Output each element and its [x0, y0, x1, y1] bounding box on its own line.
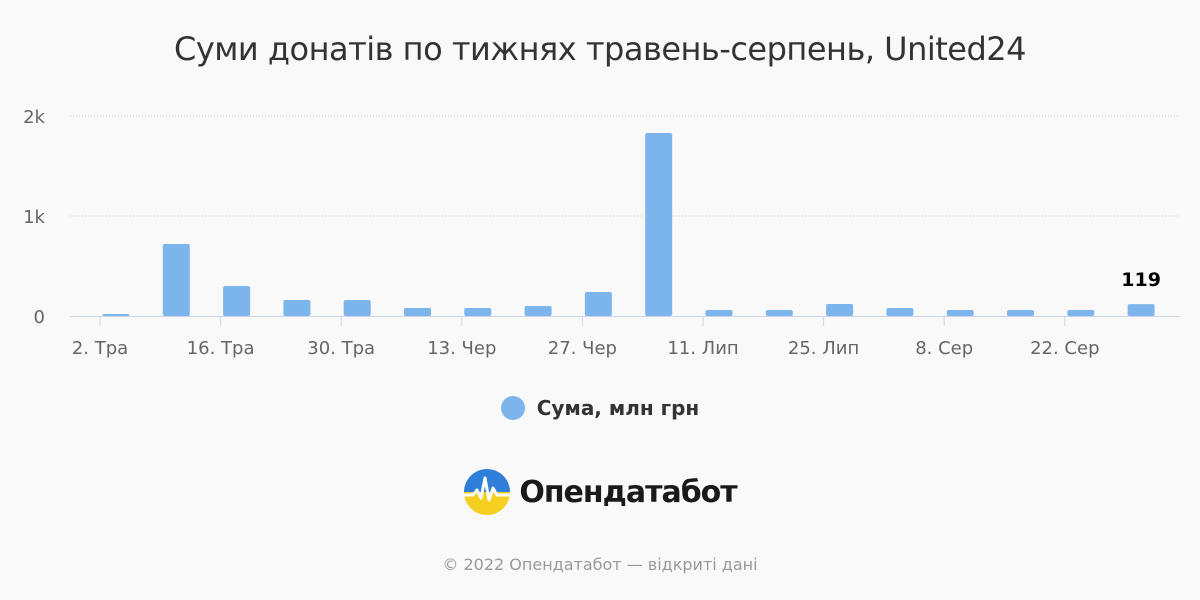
- x-tick-label: 27. Чер: [548, 338, 617, 359]
- bar[interactable]: [283, 300, 311, 316]
- x-axis: 2. Тра 16. Тра 30. Тра 13. Чер 27. Чер 11. Ли…: [70, 316, 1180, 359]
- chart-title: Суми донатів по тижнях травень-серпень, …: [173, 30, 1027, 68]
- x-tick-label: 11. Лип: [667, 338, 738, 359]
- logo-icon: [464, 469, 511, 515]
- grid-lines: [70, 115, 1180, 217]
- bar[interactable]: [223, 286, 251, 316]
- footer-copyright: © 2022 Опендатабот — відкриті дані: [442, 555, 758, 574]
- bar[interactable]: [946, 310, 974, 316]
- x-tick-label: 30. Тра: [307, 338, 375, 359]
- bar[interactable]: [826, 304, 854, 316]
- bar[interactable]: [1067, 310, 1095, 316]
- bar[interactable]: [584, 292, 612, 316]
- x-tick-label: 2. Тра: [72, 338, 128, 359]
- x-tick-label: 13. Чер: [427, 338, 496, 359]
- data-labels: 119: [1121, 269, 1161, 291]
- bars: [102, 133, 1155, 316]
- y-tick-label: 2k: [23, 107, 45, 128]
- bar[interactable]: [765, 310, 793, 316]
- bar[interactable]: [1007, 310, 1034, 316]
- y-tick-label: 0: [34, 307, 45, 328]
- legend-label: Сума, млн грн: [536, 396, 700, 420]
- bar[interactable]: [1127, 304, 1155, 316]
- logo: Опендатабот: [0, 468, 1200, 516]
- legend[interactable]: Сума, млн грн: [0, 396, 1200, 420]
- data-label: 119: [1121, 269, 1161, 291]
- y-tick-label: 1k: [23, 207, 45, 228]
- logo-text: Опендатабот: [519, 474, 737, 510]
- x-tick-label: 22. Сер: [1030, 338, 1099, 359]
- bar[interactable]: [524, 306, 552, 316]
- bar[interactable]: [102, 314, 130, 316]
- x-tick-label: 25. Лип: [788, 338, 859, 359]
- bar[interactable]: [705, 310, 733, 316]
- bar[interactable]: [464, 308, 492, 316]
- bar[interactable]: [162, 244, 190, 316]
- bar[interactable]: [645, 133, 673, 316]
- x-tick-label: 8. Сер: [915, 338, 973, 359]
- bar[interactable]: [886, 308, 914, 316]
- bar[interactable]: [404, 308, 431, 316]
- bar[interactable]: [343, 300, 371, 316]
- y-axis: 0 1k 2k: [23, 107, 45, 328]
- legend-dot-icon: [500, 396, 525, 420]
- x-tick-label: 16. Тра: [187, 338, 255, 359]
- bar-chart: 0 1k 2k 2. Тра 16. Тра 30. Тра 13. Чер 27. Чер…: [23, 107, 1180, 359]
